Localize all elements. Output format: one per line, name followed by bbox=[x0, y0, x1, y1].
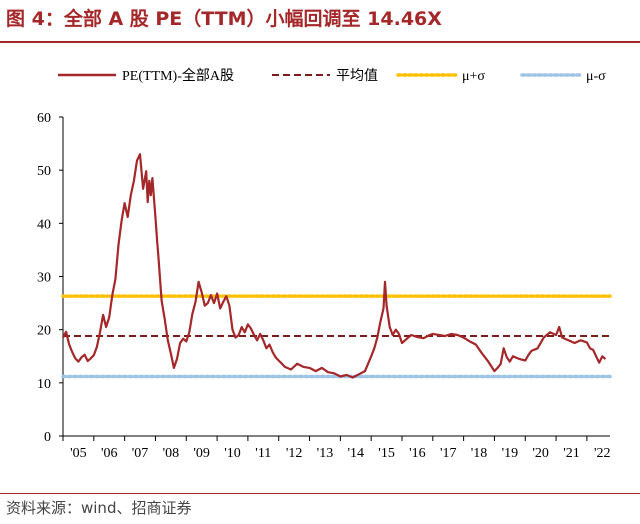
reference-lines bbox=[61, 294, 612, 379]
y-tick-label: 40 bbox=[37, 217, 51, 232]
x-tick-label: '17 bbox=[440, 446, 457, 461]
series-line-1 bbox=[62, 153, 607, 379]
legend-label-1: PE(TTM)-全部A股 bbox=[122, 67, 234, 84]
chart-title: 图 4：全部 A 股 PE（TTM）小幅回调至 14.46X bbox=[6, 8, 442, 30]
x-tick-label: '11 bbox=[255, 446, 271, 461]
chart-axes: 0 10 20 30 40 50 60 '05 '06 '07 '08 '09 '10 '11 '12 '13… bbox=[37, 111, 611, 461]
x-tick-label: '15 bbox=[378, 446, 395, 461]
x-tick-label: '13 bbox=[317, 446, 334, 461]
x-tick-label: '05 bbox=[70, 446, 87, 461]
y-tick-label: 60 bbox=[37, 111, 51, 126]
title-divider bbox=[0, 41, 640, 43]
x-tick-label: '14 bbox=[347, 446, 364, 461]
x-tick-label: '19 bbox=[502, 446, 519, 461]
y-tick-label: 10 bbox=[37, 377, 51, 392]
x-tick-label: '22 bbox=[594, 446, 611, 461]
x-tick-label: '21 bbox=[563, 446, 580, 461]
y-tick-label: 20 bbox=[37, 324, 51, 339]
legend-label-3: μ+σ bbox=[462, 69, 485, 84]
x-tick-label: '07 bbox=[132, 446, 149, 461]
x-tick-label: '08 bbox=[163, 446, 180, 461]
legend-label-4: μ-σ bbox=[586, 69, 606, 84]
x-tick-label: '10 bbox=[224, 446, 241, 461]
source-note: 资料来源：wind、招商证券 bbox=[6, 499, 192, 517]
x-tick-label: '18 bbox=[471, 446, 488, 461]
x-tick-label: '16 bbox=[409, 446, 426, 461]
y-tick-label: 0 bbox=[44, 430, 51, 445]
x-tick-label: '20 bbox=[532, 446, 549, 461]
y-tick-label: 30 bbox=[37, 271, 51, 286]
x-tick-label: '12 bbox=[286, 446, 303, 461]
legend-label-2: 平均值 bbox=[336, 68, 378, 84]
x-tick-label: '09 bbox=[193, 446, 210, 461]
chart-legend: PE(TTM)-全部A股 平均值 μ+σ μ-σ bbox=[58, 67, 606, 84]
y-tick-label: 50 bbox=[37, 164, 51, 179]
source-divider bbox=[0, 493, 640, 494]
pe-chart: PE(TTM)-全部A股 平均值 μ+σ μ-σ 0 10 20 30 40 50 60 '05 '0… bbox=[37, 67, 612, 461]
x-tick-label: '06 bbox=[101, 446, 118, 461]
data-lines bbox=[62, 153, 607, 379]
